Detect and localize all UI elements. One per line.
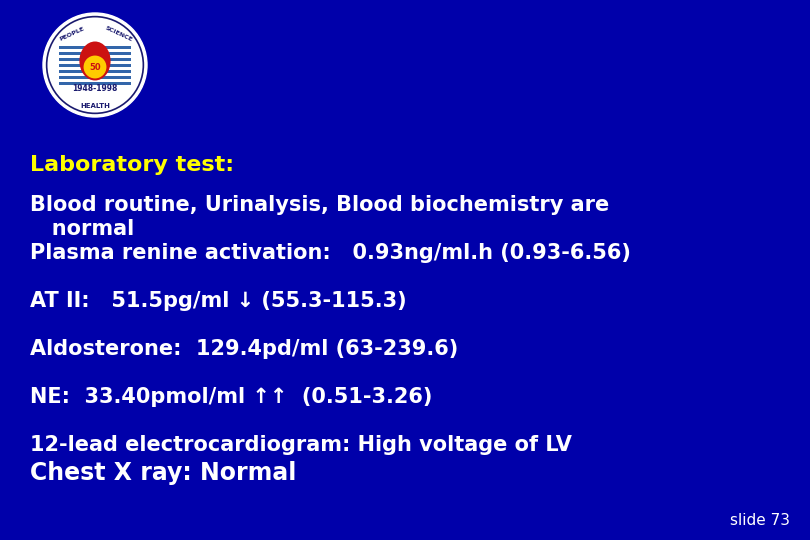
Bar	[58, 76, 131, 79]
Bar	[58, 64, 131, 67]
Bar	[58, 70, 131, 73]
Text: 1948-1998: 1948-1998	[72, 84, 117, 93]
Circle shape	[43, 13, 147, 117]
Text: 12-lead electrocardiogram: High voltage of LV: 12-lead electrocardiogram: High voltage …	[30, 435, 572, 455]
Text: AT II:   51.5pg/ml ↓ (55.3-115.3): AT II: 51.5pg/ml ↓ (55.3-115.3)	[30, 291, 407, 311]
Text: Plasma renine activation:   0.93ng/ml.h (0.93-6.56): Plasma renine activation: 0.93ng/ml.h (0…	[30, 243, 631, 263]
Text: Aldosterone:  129.4pd/ml (63-239.6): Aldosterone: 129.4pd/ml (63-239.6)	[30, 339, 458, 359]
Text: HEALTH: HEALTH	[80, 103, 110, 109]
Text: PEOPLE: PEOPLE	[58, 26, 85, 42]
Text: 50: 50	[89, 63, 100, 71]
Bar	[58, 58, 131, 61]
Bar	[58, 52, 131, 55]
Text: Chest X ray: Normal: Chest X ray: Normal	[30, 461, 296, 485]
Circle shape	[83, 56, 106, 78]
Text: SCIENCE: SCIENCE	[104, 25, 133, 42]
Text: Blood routine, Urinalysis, Blood biochemistry are
   normal: Blood routine, Urinalysis, Blood biochem…	[30, 195, 609, 239]
Bar	[58, 46, 131, 49]
Ellipse shape	[79, 42, 111, 80]
Text: NE:  33.40pmol/ml ↑↑  (0.51-3.26): NE: 33.40pmol/ml ↑↑ (0.51-3.26)	[30, 387, 433, 407]
Bar	[58, 82, 131, 85]
Text: slide 73: slide 73	[730, 513, 790, 528]
Text: Laboratory test:: Laboratory test:	[30, 155, 234, 175]
